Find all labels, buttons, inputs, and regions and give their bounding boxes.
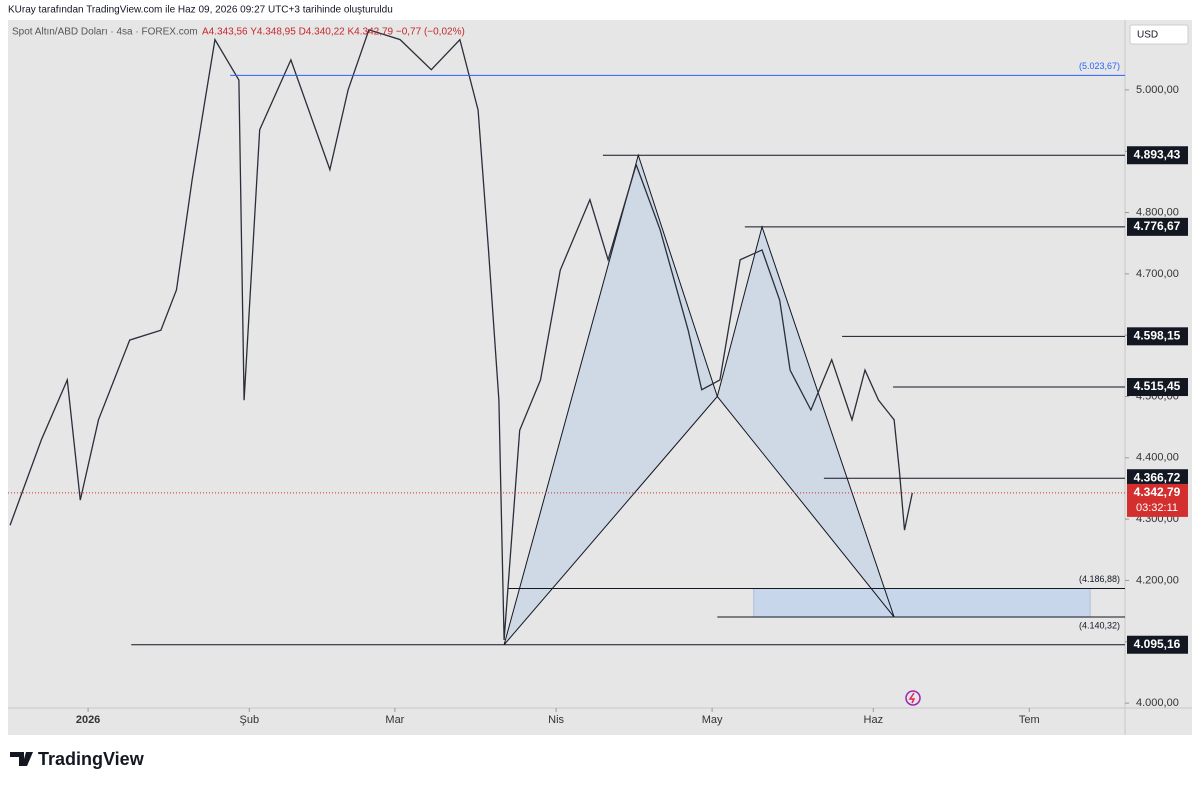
level-badge xyxy=(1127,217,1188,236)
y-tick-label: 4.800,00 xyxy=(1136,206,1179,218)
symbol: Spot Altın/ABD Doları · 4sa · FOREX.com xyxy=(12,27,198,38)
x-tick-label: Mar xyxy=(385,714,404,726)
level-label: 4.598,15 xyxy=(1134,328,1181,342)
pattern-triangle xyxy=(503,153,718,646)
level-label: (5.023,67) xyxy=(1079,61,1120,71)
level-badge xyxy=(1127,469,1188,488)
y-tick-label: 4.400,00 xyxy=(1136,452,1179,464)
last-price-badge xyxy=(1127,483,1188,517)
price-line xyxy=(9,29,913,640)
level-label: (4.186,88) xyxy=(1079,574,1120,584)
y-tick-label: 4.700,00 xyxy=(1136,268,1179,280)
currency: USD xyxy=(1137,30,1158,41)
countdown: 03:32:11 xyxy=(1136,502,1178,514)
last-price-label: 4.342,79 xyxy=(1134,485,1181,499)
level-badge xyxy=(1127,146,1188,165)
level-badge xyxy=(1127,327,1188,346)
x-tick-label: Tem xyxy=(1019,714,1040,726)
logo xyxy=(10,752,33,766)
x-tick-label: Nis xyxy=(548,714,564,726)
level-label: 4.893,43 xyxy=(1134,147,1181,161)
ohlc: A4.343,56 Y4.348,95 D4.340,22 K4.342,79 … xyxy=(202,27,465,38)
x-tick-label: May xyxy=(702,714,723,726)
alert-icon[interactable] xyxy=(905,690,921,706)
pattern-triangle xyxy=(716,225,895,618)
y-tick-label: 4.000,00 xyxy=(1136,697,1179,709)
target-zone xyxy=(753,588,1091,618)
level-label: 4.366,72 xyxy=(1134,470,1181,484)
brand: TradingView xyxy=(38,749,145,769)
level-label: 4.515,45 xyxy=(1134,379,1181,393)
currency-box xyxy=(1129,24,1189,45)
level-label: 4.095,16 xyxy=(1134,637,1181,651)
x-tick-label: Şub xyxy=(239,714,259,726)
level-label: 4.776,67 xyxy=(1134,219,1181,233)
level-badge xyxy=(1127,635,1188,654)
credit: KUray tarafından TradingView.com ile Haz… xyxy=(8,5,393,16)
level-badge xyxy=(1127,378,1188,397)
level-label: (4.140,32) xyxy=(1079,620,1120,630)
y-tick-label: 4.200,00 xyxy=(1136,574,1179,586)
plot xyxy=(8,29,1125,646)
x-tick-label: Haz xyxy=(864,714,884,726)
x-tick-label: 2026 xyxy=(76,714,100,726)
y-tick-label: 5.000,00 xyxy=(1136,84,1179,96)
